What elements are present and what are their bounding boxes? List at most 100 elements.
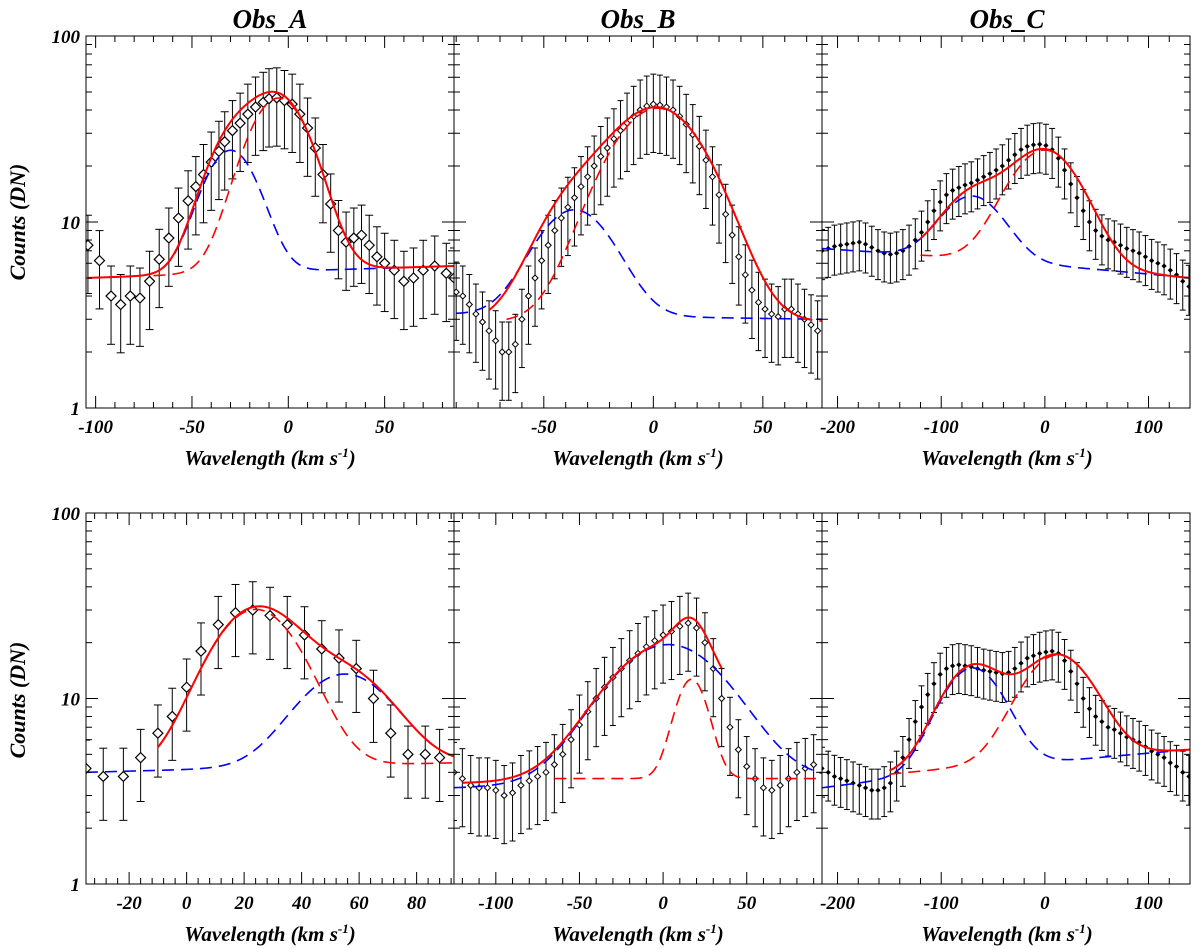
data-point	[887, 780, 894, 786]
data-point	[701, 638, 709, 647]
data-point	[844, 778, 850, 784]
data-point	[838, 775, 844, 782]
data-point	[937, 199, 943, 205]
data-point	[517, 781, 525, 790]
data-point	[974, 177, 981, 183]
data-point	[1061, 167, 1068, 173]
data-point	[709, 664, 717, 673]
data-point	[97, 770, 110, 783]
data-point	[956, 185, 962, 191]
data-point	[465, 300, 474, 309]
data-point	[105, 290, 117, 302]
data-point	[440, 267, 453, 280]
panel-4-plot-area	[86, 581, 454, 821]
y-tick-label: 10	[61, 690, 81, 711]
data-point	[597, 152, 605, 161]
data-point	[544, 241, 552, 249]
data-point	[741, 271, 750, 279]
data-point	[433, 751, 446, 764]
data-point	[1180, 769, 1186, 775]
data-point	[1130, 248, 1136, 254]
column-title-obs-b: Obs_B	[600, 4, 675, 34]
data-point	[856, 239, 862, 245]
data-point	[195, 645, 207, 657]
panel-3: -200 -100 0 100	[820, 35, 1191, 438]
data-point	[937, 671, 943, 677]
data-point	[918, 229, 925, 235]
x-axis-label-bottom-a: Wavelength (km s-1)	[184, 921, 355, 946]
data-point	[182, 194, 194, 207]
data-point	[398, 275, 410, 288]
x-tick-label: -50	[531, 417, 557, 438]
data-point	[735, 253, 743, 261]
data-point	[728, 231, 736, 239]
data-point	[1093, 713, 1099, 720]
data-point	[458, 774, 467, 783]
data-point	[912, 719, 918, 725]
data-point	[813, 327, 822, 335]
data-point	[856, 782, 862, 789]
x-tick-label: -100	[924, 893, 959, 914]
data-point	[134, 751, 147, 764]
x-tick-label: 80	[407, 893, 427, 914]
data-point	[692, 624, 701, 632]
data-point	[1043, 142, 1049, 149]
data-point	[557, 214, 566, 222]
data-point	[925, 691, 931, 698]
y-tick-label: 10	[61, 213, 81, 234]
data-point	[1161, 263, 1167, 269]
data-point	[721, 210, 730, 219]
x-tick-label: 50	[375, 417, 395, 438]
data-point	[844, 241, 850, 247]
data-point	[1099, 719, 1105, 725]
data-point	[1012, 665, 1018, 672]
x-tick-label: 0	[284, 417, 294, 438]
data-point	[500, 791, 508, 800]
data-point	[249, 101, 262, 113]
data-point	[467, 781, 475, 790]
x-tick-label: -200	[820, 893, 855, 914]
data-point	[734, 745, 743, 754]
data-point	[1167, 267, 1173, 273]
data-point	[340, 236, 352, 248]
data-point	[189, 180, 202, 193]
data-point	[918, 704, 925, 710]
y-tick-label: 100	[52, 27, 81, 48]
data-point	[1117, 730, 1124, 736]
fit-total-curve	[157, 605, 454, 758]
data-point	[363, 239, 376, 252]
data-point	[1024, 143, 1030, 150]
data-point	[1186, 773, 1190, 780]
data-point	[1180, 278, 1186, 284]
fit-component-curve	[554, 678, 822, 780]
data-point	[1049, 648, 1055, 654]
data-point	[887, 251, 894, 257]
fit-component-curve	[456, 208, 822, 321]
data-point	[676, 622, 684, 631]
fit-total-curve	[888, 653, 1190, 772]
x-tick-label: 50	[737, 893, 757, 914]
x-tick-label: -50	[179, 417, 205, 438]
data-point	[831, 773, 838, 780]
data-point	[943, 665, 950, 672]
data-point	[542, 768, 550, 777]
data-point	[862, 785, 869, 791]
x-tick-label: -50	[567, 893, 593, 914]
x-tick-label: 20	[234, 893, 255, 914]
panel-6: -200 -100 0 100	[820, 512, 1191, 914]
data-point	[949, 663, 956, 669]
data-point	[726, 723, 734, 731]
data-point	[850, 240, 856, 246]
fit-total-curve	[919, 147, 1190, 279]
data-point	[531, 274, 539, 282]
data-point	[875, 787, 881, 793]
x-tick-label: -200	[820, 417, 855, 438]
x-tick-label: 50	[753, 417, 773, 438]
panel-4-frame	[85, 512, 455, 885]
fit-total-curve	[87, 90, 454, 279]
column-title-obs-c: Obs_C	[969, 4, 1045, 34]
data-point	[875, 248, 881, 254]
data-point	[114, 298, 127, 311]
x-tick-label: -100	[78, 417, 113, 438]
data-point	[1173, 763, 1180, 770]
